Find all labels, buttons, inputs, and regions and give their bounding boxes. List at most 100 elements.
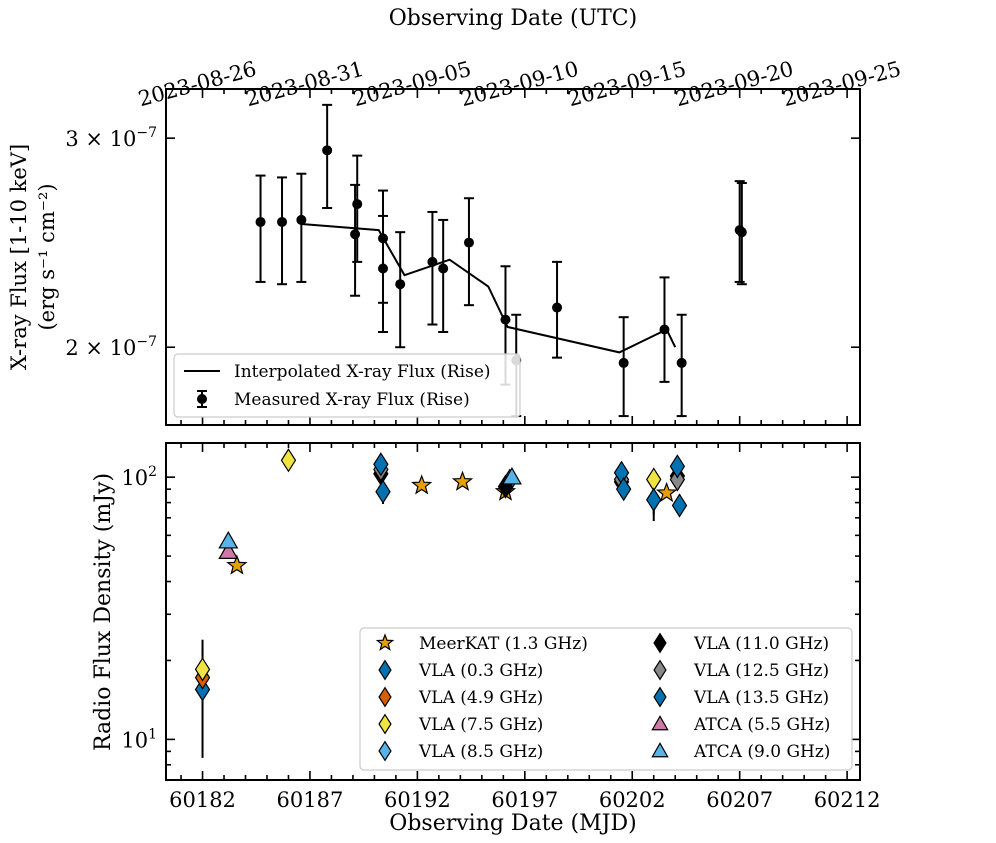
radio-marker: [218, 530, 239, 549]
radio-marker: [669, 454, 686, 479]
radio-marker: [501, 466, 522, 485]
tick-exponent: −7: [136, 334, 157, 350]
legend-point-swatch: [197, 394, 207, 404]
y-tick-label: 3 × 10−7: [65, 125, 157, 151]
xray-marker: [296, 214, 307, 225]
xray-data-point: [255, 174, 266, 283]
x-tick-label: 60197: [491, 788, 558, 812]
xray-marker: [427, 256, 438, 267]
radio-data-point: [218, 541, 239, 559]
interpolated-xray-line: [301, 222, 677, 354]
xray-marker: [438, 263, 449, 274]
legend-label: VLA (4.9 GHz): [418, 688, 543, 708]
tick-exponent: −7: [136, 125, 157, 141]
xray-data-point: [378, 214, 389, 333]
legend-label: VLA (13.5 GHz): [693, 688, 829, 708]
radio-marker: [669, 467, 686, 492]
xray-data-point: [463, 197, 474, 307]
xray-marker: [552, 302, 563, 313]
tick-mantissa: 10: [121, 728, 148, 752]
radio-data-point: [280, 448, 297, 473]
xray-ylabel-line1: X-ray Flux [1-10 keV]: [7, 144, 31, 370]
xray-marker: [255, 216, 266, 227]
xray-data-point: [395, 231, 406, 349]
xray-data-point: [618, 316, 629, 418]
radio-marker: [646, 487, 662, 512]
y-tick-label: 101: [121, 726, 157, 752]
tick-exponent: 1: [148, 726, 157, 742]
radio-marker: [375, 479, 391, 504]
xray-legend-box: [173, 353, 521, 418]
radio-axes-frame: [165, 442, 861, 781]
radio-marker: [218, 541, 239, 559]
legend-marker-swatch: [653, 632, 667, 654]
xray-data-point: [296, 172, 307, 283]
legend-marker-swatch: [378, 686, 392, 708]
radio-legend-box: [359, 627, 853, 771]
xray-marker: [736, 227, 747, 238]
radio-data-point: [194, 639, 211, 682]
y-tick-label: 2 × 10−7: [65, 334, 157, 360]
radio-marker: [451, 470, 474, 491]
radio-data-point: [669, 454, 686, 479]
xray-data-point: [322, 103, 333, 209]
x-tick-label: 60187: [277, 788, 344, 812]
xray-data-point: [676, 313, 687, 418]
radio-data-point: [373, 452, 389, 477]
radio-marker: [615, 477, 632, 502]
radio-data-point: [655, 481, 678, 503]
radio-data-point: [671, 493, 688, 518]
xray-legend: Interpolated X-ray Flux (Rise) Measured X…: [173, 353, 521, 418]
radio-data-point: [501, 466, 522, 485]
radio-data-point: [669, 467, 686, 492]
xray-marker: [378, 263, 389, 274]
xray-marker: [352, 199, 363, 210]
radio-data-point: [646, 487, 662, 515]
legend-label: MeerKAT (1.3 GHz): [419, 634, 588, 654]
xray-data-point: [352, 154, 363, 263]
xray-ylabel-line2: (erg s⁻¹ cm⁻²): [35, 183, 59, 330]
radio-marker: [655, 481, 678, 503]
radio-marker: [373, 452, 389, 477]
legend-label: ATCA (9.0 GHz): [693, 742, 830, 762]
legend-marker-swatch: [378, 659, 392, 681]
xray-data-point: [659, 276, 670, 383]
tick-mantissa: 10: [121, 466, 148, 490]
x-tick-label: 60202: [599, 788, 666, 812]
xray-marker: [676, 357, 687, 368]
radio-xlabel: Observing Date (MJD): [389, 811, 636, 836]
legend-label: VLA (12.5 GHz): [693, 661, 829, 681]
legend-marker-swatch: [651, 715, 669, 731]
legend-label: Interpolated X-ray Flux (Rise): [234, 362, 491, 382]
xray-axes-frame: [165, 88, 861, 426]
x-tick-label: 60192: [384, 788, 451, 812]
radio-ylabel: Radio Flux Density (mJy): [91, 473, 116, 751]
top-axis-title: Observing Date (UTC): [389, 6, 637, 31]
xray-marker: [350, 229, 361, 240]
radio-data-point: [615, 477, 632, 502]
tick-mantissa: 3 × 10: [65, 127, 136, 151]
legend-marker-swatch: [378, 740, 392, 762]
tick-mantissa: 2 × 10: [65, 336, 136, 360]
legend-label: VLA (0.3 GHz): [418, 661, 543, 681]
radio-data-point: [218, 530, 239, 549]
radio-legend: MeerKAT (1.3 GHz) VLA (0.3 GHz) VLA (4.9 G…: [359, 627, 853, 771]
x-tick-label: 60207: [706, 788, 773, 812]
x-tick-label: 60182: [169, 788, 236, 812]
legend-label: VLA (8.5 GHz): [418, 742, 543, 762]
tick-exponent: 2: [148, 464, 157, 480]
legend-label: Measured X-ray Flux (Rise): [234, 390, 470, 410]
radio-data-point: [375, 479, 391, 505]
legend-marker-swatch: [653, 659, 667, 681]
radio-data-point: [226, 554, 248, 575]
legend-marker-swatch: [653, 686, 667, 708]
xray-data-point: [427, 210, 438, 326]
radio-marker: [194, 657, 211, 682]
radio-marker: [411, 474, 433, 495]
xray-marker: [659, 324, 670, 335]
xray-marker: [277, 216, 288, 227]
legend-label: ATCA (5.5 GHz): [693, 715, 830, 735]
xray-data-point: [277, 176, 288, 286]
xray-data-point: [552, 260, 563, 359]
